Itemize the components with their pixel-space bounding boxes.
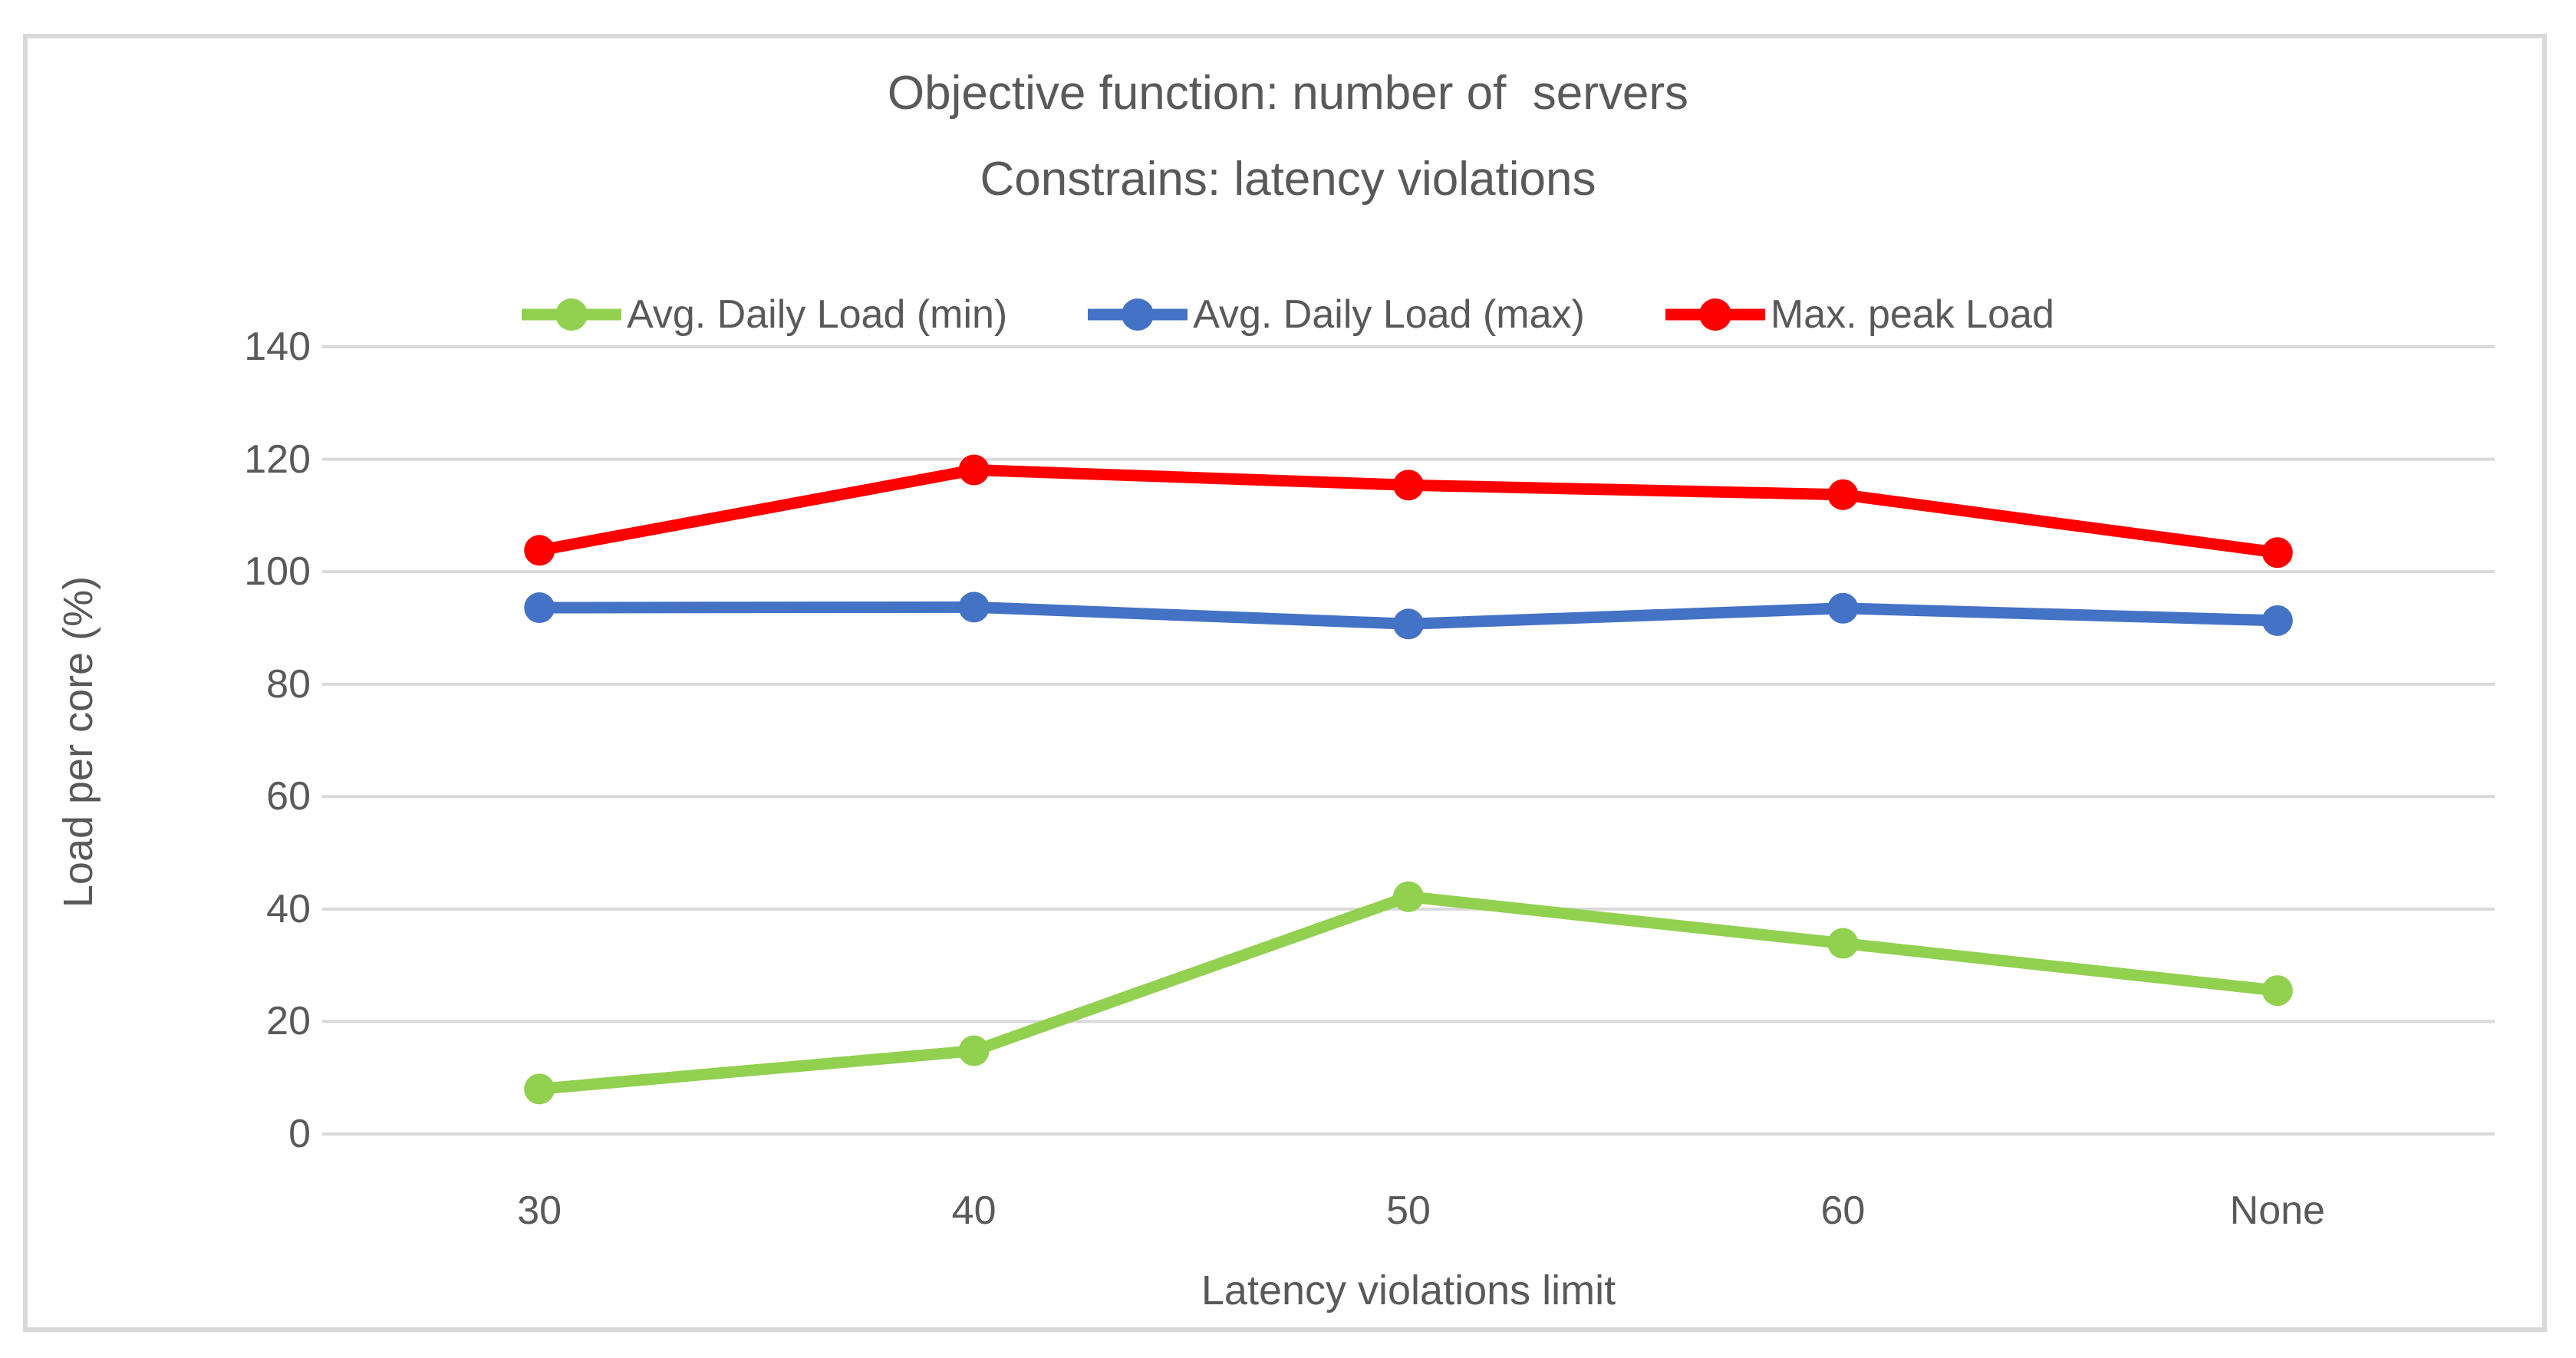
data-point-marker [524,535,555,566]
data-point-marker [1827,479,1859,510]
data-point-marker [524,1073,555,1105]
y-tick-label: 120 [244,437,311,482]
legend-item: Avg. Daily Load (max) [1088,290,1585,339]
x-tick-label: 60 [1820,1188,1866,1233]
x-axis-title: Latency violations limit [1201,1267,1616,1314]
series-avg-daily-load-min- [524,881,2293,1105]
data-point-marker [2261,975,2293,1007]
y-tick-label: 140 [244,325,311,369]
legend-item: Max. peak Load [1665,290,2054,339]
x-tick-label: None [2229,1188,2325,1233]
series-line [533,891,2284,1095]
data-point-marker [1393,881,1424,912]
legend-label: Avg. Daily Load (min) [627,292,1008,337]
legend-label: Max. peak Load [1770,292,2054,337]
x-tick-label: 40 [951,1188,996,1233]
chart-subtitle: Constrains: latency violations [980,153,1596,206]
data-point-marker [2261,537,2293,569]
legend-marker-icon [1665,298,1765,331]
data-point-marker [1393,608,1424,640]
y-axis-title: Load per core (%) [55,575,101,908]
data-point-marker [1827,928,1859,959]
series-max-peak-load [524,454,2293,569]
data-point-marker [958,454,990,486]
legend-label: Avg. Daily Load (max) [1193,292,1585,337]
data-point-marker [1827,592,1859,624]
data-point-marker [2261,605,2293,636]
data-point-marker [958,592,990,623]
gridlines [322,345,2495,1136]
legend-marker-icon [522,298,622,331]
legend: Avg. Daily Load (min) Avg. Daily Load (ma… [0,290,2576,339]
legend-marker-icon [1088,298,1188,331]
x-tick-label: 30 [517,1188,562,1233]
data-point-marker [1393,470,1424,501]
data-point-marker [958,1035,990,1066]
chart-title: Objective function: number of servers [887,67,1689,120]
y-tick-label: 80 [266,661,311,707]
y-tick-label: 60 [266,774,311,819]
y-tick-label: 20 [266,999,311,1044]
y-tick-label: 0 [288,1112,311,1156]
y-tick-label: 40 [266,886,311,931]
data-point-marker [524,592,555,624]
y-tick-label: 100 [244,549,311,595]
legend-item: Avg. Daily Load (min) [522,290,1007,339]
x-tick-label: 50 [1386,1188,1431,1233]
series-avg-daily-load-max- [524,592,2293,640]
